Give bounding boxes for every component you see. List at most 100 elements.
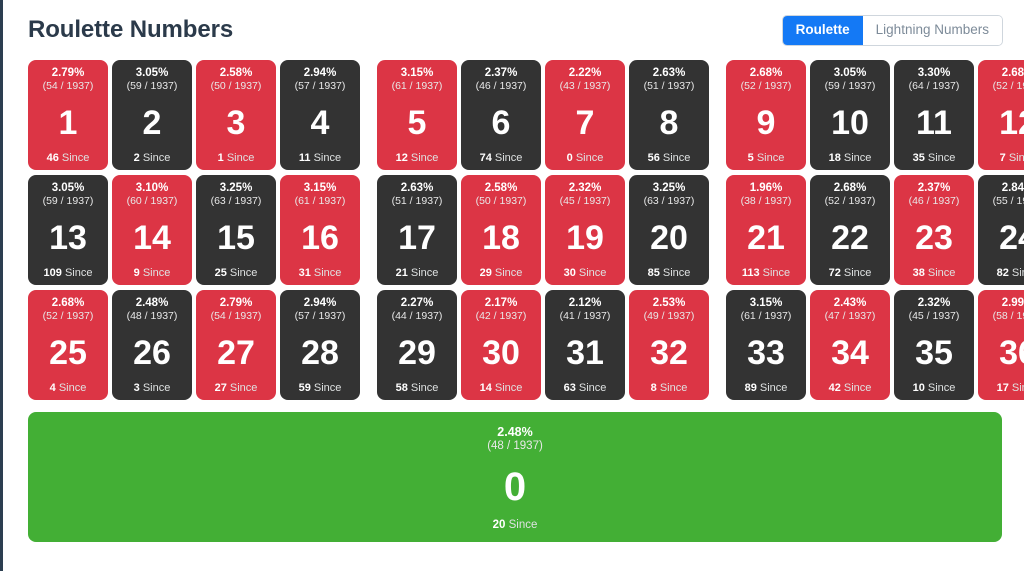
- number-card-33[interactable]: 3.15% (61 / 1937) 33 89 Since: [726, 290, 806, 400]
- hit-ratio: (44 / 1937): [391, 310, 443, 323]
- number-card-9[interactable]: 2.68% (52 / 1937) 9 5 Since: [726, 60, 806, 170]
- number-card-15[interactable]: 3.25% (63 / 1937) 15 25 Since: [196, 175, 276, 285]
- since-label: Since: [927, 266, 956, 279]
- percentage: 3.05%: [833, 67, 867, 79]
- number-card-17[interactable]: 2.63% (51 / 1937) 17 21 Since: [377, 175, 457, 285]
- hit-ratio: (60 / 1937): [126, 195, 178, 208]
- since-label: Since: [229, 266, 258, 279]
- since-count: 9: [133, 266, 140, 279]
- since-label: Since: [142, 381, 171, 394]
- hit-ratio: (38 / 1937): [740, 195, 792, 208]
- hit-ratio: (64 / 1937): [908, 80, 960, 93]
- hit-ratio: (57 / 1937): [294, 80, 346, 93]
- number-card-14[interactable]: 3.10% (60 / 1937) 14 9 Since: [112, 175, 192, 285]
- percentage: 2.68%: [749, 67, 783, 79]
- number-card-19[interactable]: 2.32% (45 / 1937) 19 30 Since: [545, 175, 625, 285]
- number-card-5[interactable]: 3.15% (61 / 1937) 5 12 Since: [377, 60, 457, 170]
- since-row: 63 Since: [564, 382, 607, 394]
- since-count: 18: [828, 151, 841, 164]
- number-card-7[interactable]: 2.22% (43 / 1937) 7 0 Since: [545, 60, 625, 170]
- since-label: Since: [229, 381, 258, 394]
- since-label: Since: [1008, 151, 1024, 164]
- number-card-22[interactable]: 2.68% (52 / 1937) 22 72 Since: [810, 175, 890, 285]
- number-card-21[interactable]: 1.96% (38 / 1937) 21 113 Since: [726, 175, 806, 285]
- number-value: 23: [915, 218, 953, 257]
- number-value: 20: [650, 218, 688, 257]
- number-card-11[interactable]: 3.30% (64 / 1937) 11 35 Since: [894, 60, 974, 170]
- since-row: 74 Since: [480, 152, 523, 164]
- tab-roulette[interactable]: Roulette: [782, 15, 863, 45]
- since-label: Since: [843, 381, 872, 394]
- number-card-30[interactable]: 2.17% (42 / 1937) 30 14 Since: [461, 290, 541, 400]
- percentage: 3.10%: [135, 182, 169, 194]
- number-card-10[interactable]: 3.05% (59 / 1937) 10 18 Since: [810, 60, 890, 170]
- since-row: 11 Since: [299, 152, 341, 164]
- tab-lightning-numbers[interactable]: Lightning Numbers: [862, 15, 1002, 45]
- number-card-2[interactable]: 3.05% (59 / 1937) 2 2 Since: [112, 60, 192, 170]
- since-label: Since: [756, 151, 785, 164]
- number-card-3[interactable]: 2.58% (50 / 1937) 3 1 Since: [196, 60, 276, 170]
- number-card-4[interactable]: 2.94% (57 / 1937) 4 11 Since: [280, 60, 360, 170]
- number-card-zero[interactable]: 2.48% (48 / 1937) 0 20 Since: [28, 412, 1002, 542]
- since-row: 0 Since: [567, 152, 604, 164]
- number-value: 10: [831, 103, 869, 142]
- number-card-20[interactable]: 3.25% (63 / 1937) 20 85 Since: [629, 175, 709, 285]
- percentage: 2.37%: [484, 67, 518, 79]
- since-row: 5 Since: [748, 152, 785, 164]
- since-count: 17: [996, 381, 1009, 394]
- hit-ratio: (45 / 1937): [908, 310, 960, 323]
- percentage: 3.15%: [749, 297, 783, 309]
- since-label: Since: [494, 381, 523, 394]
- number-card-32[interactable]: 2.53% (49 / 1937) 32 8 Since: [629, 290, 709, 400]
- since-label: Since: [575, 151, 604, 164]
- number-card-6[interactable]: 2.37% (46 / 1937) 6 74 Since: [461, 60, 541, 170]
- mode-toggle-group[interactable]: Roulette Lightning Numbers: [782, 15, 1002, 45]
- since-count: 113: [741, 266, 760, 279]
- number-card-34[interactable]: 2.43% (47 / 1937) 34 42 Since: [810, 290, 890, 400]
- number-value: 6: [491, 103, 511, 142]
- hit-ratio: (43 / 1937): [559, 80, 611, 93]
- number-value: 31: [566, 333, 604, 372]
- hit-ratio: (52 / 1937): [824, 195, 876, 208]
- number-card-13[interactable]: 3.05% (59 / 1937) 13 109 Since: [28, 175, 108, 285]
- since-count: 27: [214, 381, 227, 394]
- number-card-29[interactable]: 2.27% (44 / 1937) 29 58 Since: [377, 290, 457, 400]
- since-row: 18 Since: [829, 152, 872, 164]
- since-count: 0: [566, 151, 573, 164]
- number-card-16[interactable]: 3.15% (61 / 1937) 16 31 Since: [280, 175, 360, 285]
- since-count: 3: [133, 381, 140, 394]
- number-card-24[interactable]: 2.84%(55 / 1937) 24 82 Since: [978, 175, 1024, 285]
- number-card-25[interactable]: 2.68% (52 / 1937) 25 4 Since: [28, 290, 108, 400]
- since-count: 29: [479, 266, 492, 279]
- percentage: 2.43%: [833, 297, 867, 309]
- number-card-18[interactable]: 2.58% (50 / 1937) 18 29 Since: [461, 175, 541, 285]
- percentage: 2.79%: [219, 297, 253, 309]
- number-card-26[interactable]: 2.48% (48 / 1937) 26 3 Since: [112, 290, 192, 400]
- number-card-28[interactable]: 2.94% (57 / 1937) 28 59 Since: [280, 290, 360, 400]
- since-count: 59: [298, 381, 311, 394]
- number-card-36[interactable]: 2.99%(58 / 1937) 36 17 Since: [978, 290, 1024, 400]
- number-card-12[interactable]: 2.68%(52 / 1937) 12 7 Since: [978, 60, 1024, 170]
- number-card-27[interactable]: 2.79% (54 / 1937) 27 27 Since: [196, 290, 276, 400]
- page-title: Roulette Numbers: [28, 16, 234, 43]
- number-value: 33: [747, 333, 785, 372]
- percentage: 3.25%: [652, 182, 686, 194]
- number-group: 2.63% (51 / 1937) 17 21 Since 2.58% (50 / 193…: [377, 175, 709, 285]
- number-value: 29: [398, 333, 436, 372]
- number-group: 3.05% (59 / 1937) 13 109 Since 3.10% (60 / 19…: [28, 175, 360, 285]
- since-row: 58 Since: [396, 382, 439, 394]
- number-card-1[interactable]: 2.79% (54 / 1937) 1 46 Since: [28, 60, 108, 170]
- number-card-31[interactable]: 2.12% (41 / 1937) 31 63 Since: [545, 290, 625, 400]
- number-value: 8: [659, 103, 679, 142]
- number-value: 17: [398, 218, 436, 257]
- hit-ratio: (49 / 1937): [643, 310, 695, 323]
- number-card-35[interactable]: 2.32% (45 / 1937) 35 10 Since: [894, 290, 974, 400]
- number-card-23[interactable]: 2.37% (46 / 1937) 23 38 Since: [894, 175, 974, 285]
- zero-since-label: Since: [508, 519, 538, 532]
- number-card-8[interactable]: 2.63% (51 / 1937) 8 56 Since: [629, 60, 709, 170]
- number-group: 1.96% (38 / 1937) 21 113 Since 2.68% (52 / 19…: [726, 175, 1024, 285]
- percentage: 1.96%: [749, 182, 783, 194]
- zero-number: 0: [503, 464, 527, 509]
- since-count: 14: [479, 381, 492, 394]
- since-label: Since: [494, 151, 523, 164]
